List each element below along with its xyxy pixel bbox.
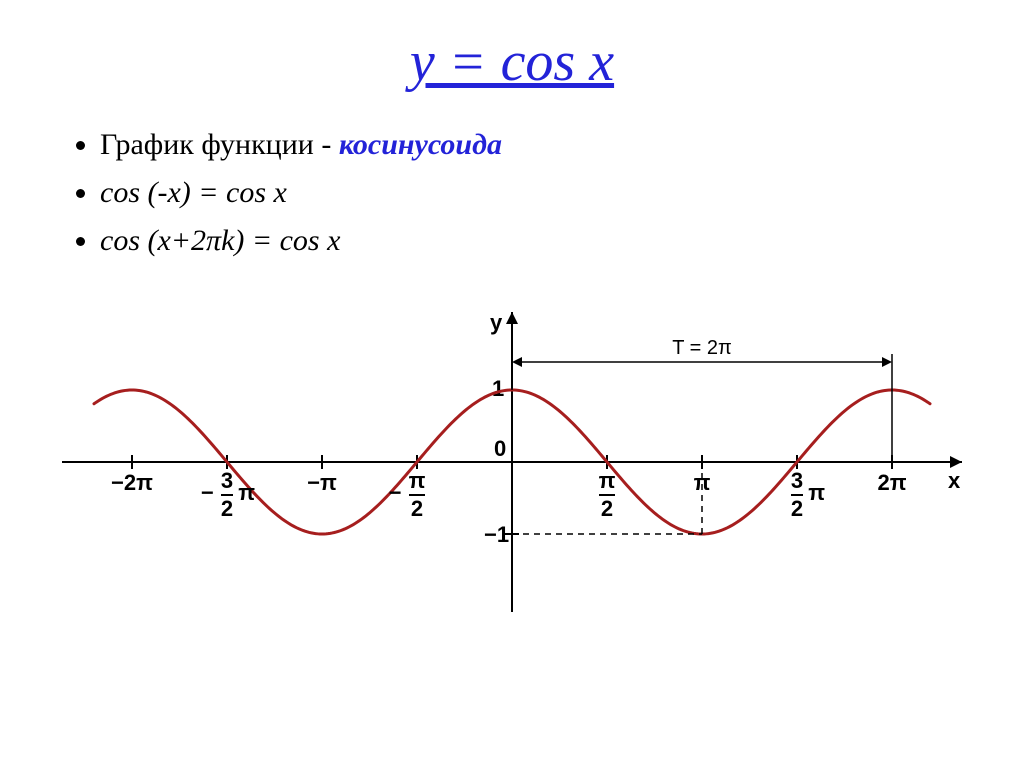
page-title: y = cos x (60, 30, 964, 94)
property-item: cos (-x) = cos x (100, 172, 964, 214)
property-item: График функции - косинусоида (100, 124, 964, 166)
cosine-chart: yx0−2π−ππ2π1−1T = 2π −32π−π2π232π (62, 282, 962, 642)
svg-text:2π: 2π (877, 470, 906, 495)
svg-text:x: x (948, 468, 961, 493)
properties-list: График функции - косинусоида cos (-x) = c… (60, 124, 964, 262)
svg-text:y: y (490, 310, 503, 335)
svg-text:−2π: −2π (111, 470, 153, 495)
svg-text:1: 1 (492, 376, 504, 401)
property-item: cos (x+2πk) = cos x (100, 220, 964, 262)
svg-text:−π: −π (307, 470, 337, 495)
svg-text:T = 2π: T = 2π (672, 337, 732, 359)
svg-text:0: 0 (494, 436, 506, 461)
svg-text:−1: −1 (484, 522, 509, 547)
